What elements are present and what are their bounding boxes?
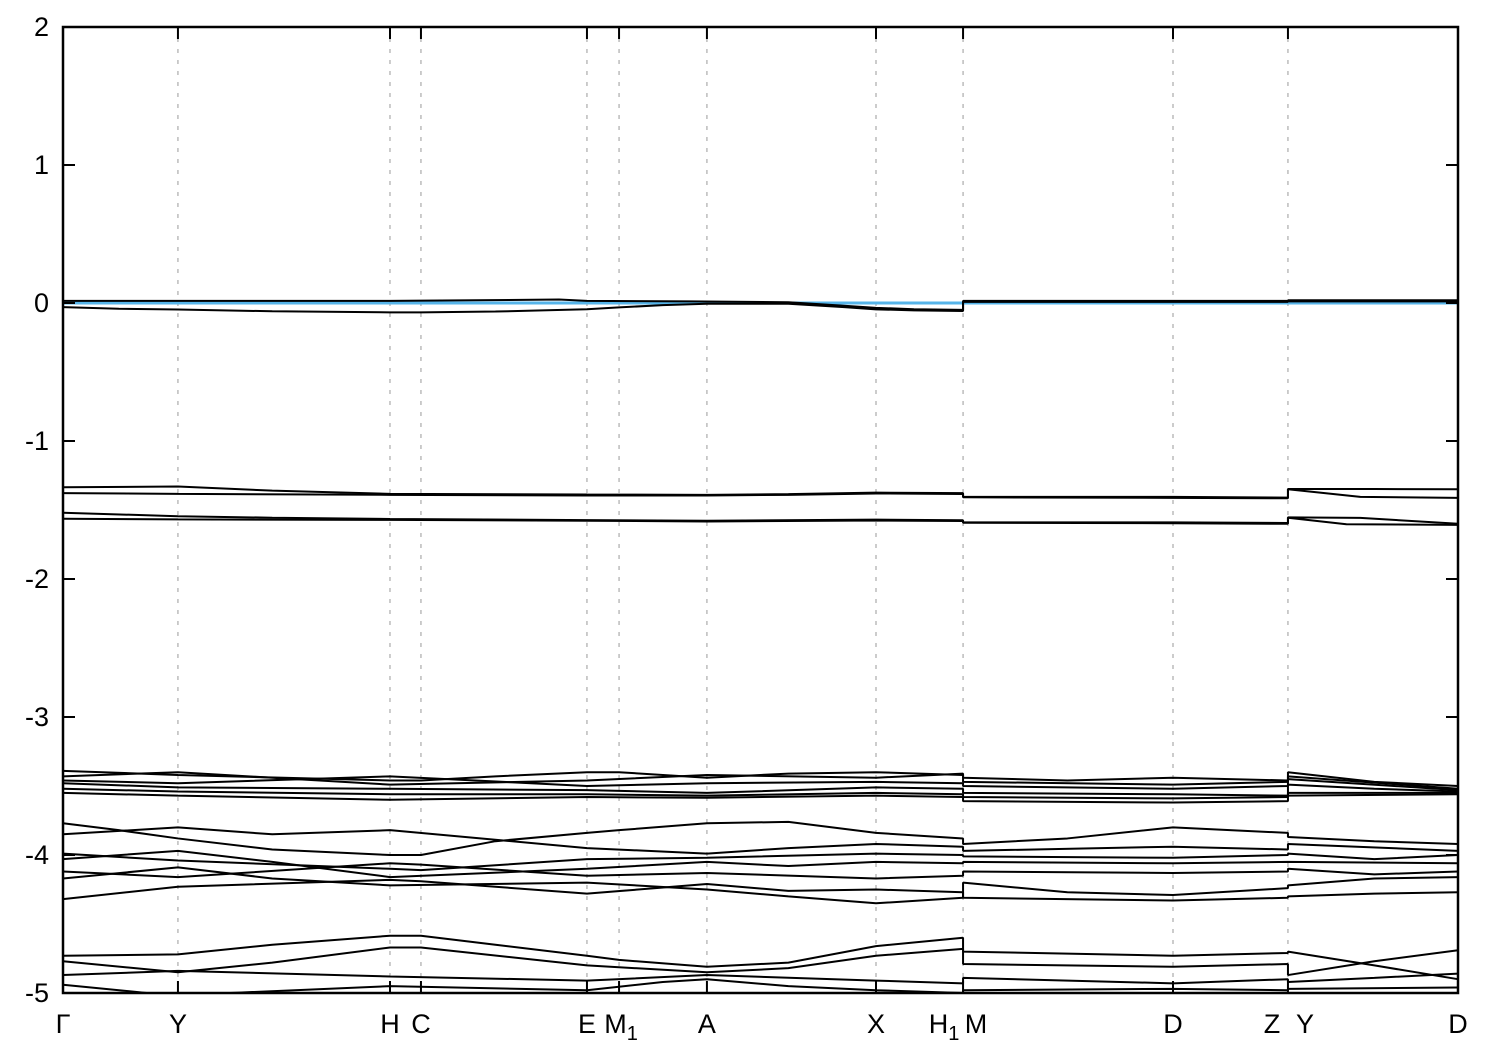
x-tick-label: M xyxy=(965,1009,988,1039)
x-tick-label: Z xyxy=(1264,1009,1281,1039)
band-23 xyxy=(62,978,1459,994)
y-tick-label: 0 xyxy=(34,288,49,318)
x-tick-label-main: Y xyxy=(1296,1009,1314,1039)
x-tick-label-subscript: 1 xyxy=(948,1023,959,1045)
y-tick-label: -1 xyxy=(25,426,49,456)
x-tick-label-main: Y xyxy=(169,1009,187,1039)
band-13 xyxy=(62,820,1459,856)
x-tick-label: A xyxy=(698,1009,716,1039)
y-tick-label: -2 xyxy=(25,564,49,594)
x-tick-label-main: M xyxy=(965,1009,988,1039)
band-10 xyxy=(62,782,1459,797)
plot-border xyxy=(61,25,1460,995)
x-tick-label-main: Z xyxy=(1264,1009,1281,1039)
y-tick-label: 1 xyxy=(34,150,49,180)
x-tick-label: D xyxy=(1448,1009,1468,1039)
x-tick-label: D xyxy=(1163,1009,1183,1039)
band-12 xyxy=(62,791,1459,804)
x-tick-label-main: D xyxy=(1163,1009,1183,1039)
band-02 xyxy=(62,300,1458,314)
x-tick-label-main: E xyxy=(578,1009,596,1039)
x-tick-label: M1 xyxy=(604,1009,638,1045)
x-tick-label-main: Γ xyxy=(56,1009,71,1039)
x-tick-label-main: C xyxy=(411,1009,431,1039)
band-20 xyxy=(62,934,1459,981)
band-22 xyxy=(62,969,1459,985)
x-tick-label: H1 xyxy=(929,1009,960,1045)
x-tick-label: Γ xyxy=(56,1009,71,1039)
x-tick-label-main: A xyxy=(698,1009,716,1039)
band-06 xyxy=(62,516,1459,526)
x-tick-label-subscript: 1 xyxy=(627,1023,638,1045)
x-tick-label-main: H xyxy=(380,1009,400,1039)
band-14 xyxy=(62,826,1459,855)
band-15 xyxy=(62,852,1459,872)
x-tick-label-main: X xyxy=(867,1009,885,1039)
x-tick-label-main: D xyxy=(1448,1009,1468,1039)
band-21 xyxy=(62,946,1459,977)
band-19 xyxy=(62,878,1459,902)
y-tick-label: -3 xyxy=(25,702,49,732)
x-tick-label: Y xyxy=(169,1009,187,1039)
x-tick-label: X xyxy=(867,1009,885,1039)
x-tick-label: H xyxy=(380,1009,400,1039)
y-tick-label: 2 xyxy=(34,12,49,42)
y-tick-label: -4 xyxy=(25,840,49,870)
x-tick-label: Y xyxy=(1296,1009,1314,1039)
y-tick-label: -5 xyxy=(25,978,49,1008)
x-tick-label: C xyxy=(411,1009,431,1039)
band-17 xyxy=(62,862,1459,880)
x-tick-label-main: H xyxy=(929,1009,949,1039)
x-tick-label: E xyxy=(578,1009,596,1039)
band-16 xyxy=(62,849,1459,879)
x-tick-label-main: M xyxy=(604,1009,627,1039)
band-04 xyxy=(62,488,1459,500)
